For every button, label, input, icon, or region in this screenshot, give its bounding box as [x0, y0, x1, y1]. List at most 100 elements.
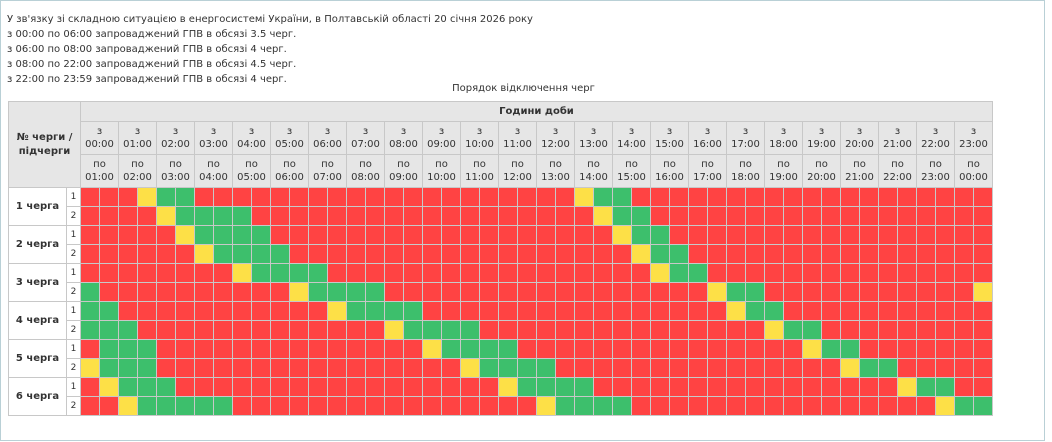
slot-on	[574, 396, 594, 416]
slot-off	[783, 225, 803, 245]
slot-off	[194, 187, 214, 207]
slot-off	[536, 187, 556, 207]
slot-off	[745, 396, 765, 416]
slot-off	[99, 282, 119, 302]
slot-off	[460, 206, 480, 226]
slot-off	[897, 339, 917, 359]
slot-off	[118, 225, 138, 245]
slot-off	[251, 301, 271, 321]
slot-off	[194, 282, 214, 302]
slot-off	[194, 339, 214, 359]
hour-to-header: по 14:00	[574, 154, 613, 188]
slot-off	[897, 396, 917, 416]
slot-off	[213, 187, 233, 207]
slot-off	[289, 187, 309, 207]
slot-on	[118, 377, 138, 397]
slot-on	[403, 320, 423, 340]
slot-on	[669, 244, 689, 264]
notice-volume: 4 черг.	[250, 44, 287, 55]
slot-off	[555, 301, 575, 321]
slot-off	[897, 244, 917, 264]
slot-off	[441, 396, 461, 416]
slot-off	[536, 301, 556, 321]
slot-off	[897, 320, 917, 340]
slot-off	[213, 282, 233, 302]
slot-off	[745, 263, 765, 283]
slot-off	[308, 301, 328, 321]
slot-off	[783, 301, 803, 321]
slot-off	[764, 377, 784, 397]
slot-on	[745, 282, 765, 302]
subqueue-row: 2 черга 1	[8, 225, 993, 264]
slot-on	[612, 206, 632, 226]
subqueue-label: 1	[66, 301, 81, 321]
slot-off	[156, 358, 176, 378]
slot-off	[441, 377, 461, 397]
slot-off	[973, 187, 993, 207]
slot-on	[232, 225, 252, 245]
slot-off	[688, 339, 708, 359]
slot-off	[954, 187, 974, 207]
slot-off	[422, 282, 442, 302]
slot-off	[194, 358, 214, 378]
slot-off	[232, 301, 252, 321]
slot-off	[270, 301, 290, 321]
hour-to-header: по 13:00	[536, 154, 575, 188]
slot-off	[669, 206, 689, 226]
slot-off	[99, 263, 119, 283]
hour-from-header: з 09:00	[422, 121, 461, 155]
slot-off	[973, 225, 993, 245]
slot-off	[593, 282, 613, 302]
slot-off	[707, 377, 727, 397]
to-times-row: по 01:00 по 02:00 по 03:00 по 04:00 по 05:00…	[9, 154, 993, 188]
slot-off	[669, 301, 689, 321]
slot-off	[726, 244, 746, 264]
slot-off	[745, 358, 765, 378]
subqueue-label: 1	[66, 263, 81, 283]
slot-off	[973, 244, 993, 264]
from-times-row: з 00:00 з 01:00 з 02:00 з 03:00 з 04:00 з 05:…	[9, 121, 993, 155]
slot-off	[175, 282, 195, 302]
slot-off	[460, 263, 480, 283]
slot-off	[365, 225, 385, 245]
slot-on	[346, 301, 366, 321]
slot-off	[726, 377, 746, 397]
slot-off	[517, 206, 537, 226]
slot-off	[764, 206, 784, 226]
slot-off	[878, 244, 898, 264]
slot-off	[612, 339, 632, 359]
slot-off	[327, 358, 347, 378]
hour-to-header: по 06:00	[270, 154, 309, 188]
slot-off	[650, 339, 670, 359]
slot-off	[422, 263, 442, 283]
slot-off	[764, 396, 784, 416]
slot-off	[916, 206, 936, 226]
slot-off	[175, 320, 195, 340]
slot-off	[536, 263, 556, 283]
hours-header: Години доби	[80, 101, 993, 122]
slot-off	[916, 301, 936, 321]
slot-off	[517, 339, 537, 359]
slot-off	[859, 187, 879, 207]
slot-maybe	[897, 377, 917, 397]
slot-maybe	[935, 396, 955, 416]
slot-off	[726, 320, 746, 340]
slot-off	[707, 339, 727, 359]
hour-from-header: з 22:00	[916, 121, 955, 155]
slot-maybe	[384, 320, 404, 340]
slot-off	[118, 244, 138, 264]
slot-off	[726, 396, 746, 416]
slot-off	[80, 396, 100, 416]
slot-off	[802, 396, 822, 416]
queue-label: 6 черга	[8, 377, 67, 416]
subqueue-row: 6 черга 1	[8, 377, 993, 416]
outage-schedule-table: № черги / підчерги Години доби з 00:00 з 01…	[8, 101, 993, 416]
slot-off	[346, 339, 366, 359]
slot-off	[403, 358, 423, 378]
slot-off	[631, 301, 651, 321]
slot-off	[441, 282, 461, 302]
slot-off	[327, 377, 347, 397]
slot-off	[574, 206, 594, 226]
slot-off	[99, 396, 119, 416]
hour-to-header: по 12:00	[498, 154, 537, 188]
